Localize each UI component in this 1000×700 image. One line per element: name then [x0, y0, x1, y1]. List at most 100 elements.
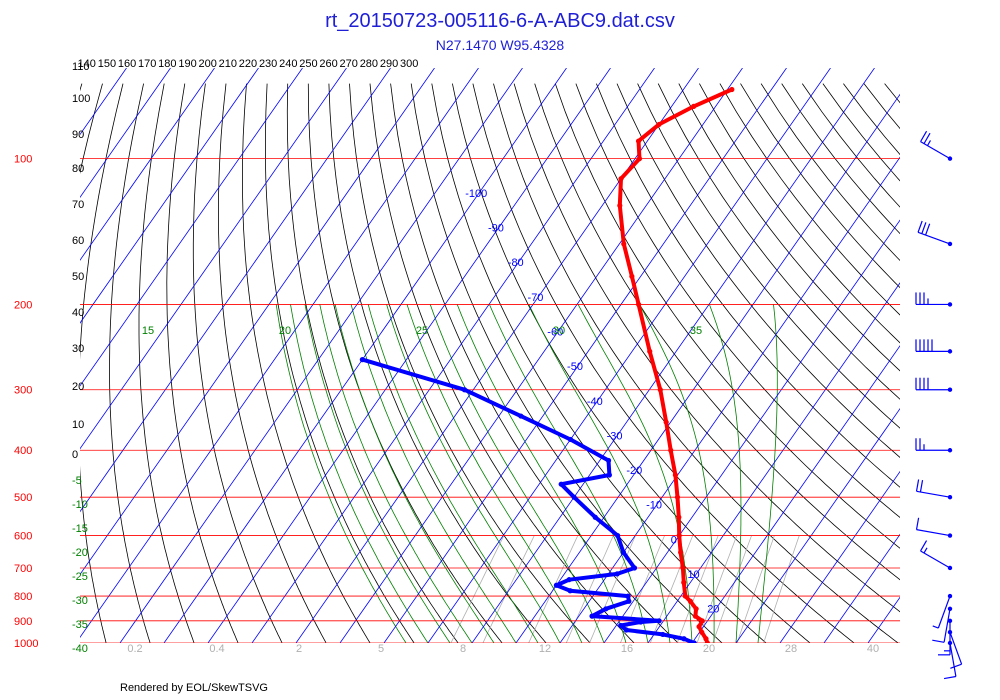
dry-adiabat-line [410, 83, 723, 643]
left-edge-label: 0 [72, 449, 78, 461]
left-edge-label: -15 [72, 523, 88, 535]
isotherm-line [251, 68, 655, 643]
wind-barb [947, 630, 963, 669]
temperature-point [674, 494, 681, 500]
isotherm-label: -70 [528, 292, 544, 304]
dry-adiabat-label: 140 [78, 58, 96, 70]
dry-adiabat-line [616, 83, 900, 458]
dewpoint-point [638, 619, 644, 625]
isotherm-line [515, 93, 900, 643]
temperature-point [629, 273, 635, 279]
isotherm-line [735, 408, 900, 643]
isotherm-line [383, 68, 787, 643]
dry-adiabat-label: 150 [98, 58, 116, 70]
mixing-ratio-label: 0.2 [127, 643, 142, 655]
dewpoint-point [461, 387, 468, 393]
temperature-point [680, 565, 686, 571]
isotherm-label: -10 [646, 500, 662, 512]
dry-adiabat-line [472, 83, 855, 643]
isotherm-line [779, 470, 900, 643]
mixing-ratio-label: 0.4 [209, 643, 224, 655]
dry-adiabat-line [863, 83, 900, 130]
dry-adiabat-line [534, 83, 900, 581]
wind-barb-shaft [943, 608, 951, 643]
temperature-point [693, 606, 699, 612]
dewpoint-point [656, 618, 662, 624]
wind-barb-flag [921, 222, 927, 234]
wind-barb-flag [920, 540, 928, 552]
left-edge-label: 90 [72, 129, 84, 141]
temperature-point [681, 579, 687, 586]
temperature-point [672, 472, 678, 478]
render-credit: Rendered by EOL/SkewTSVG [120, 682, 268, 694]
dry-adiabat-line [884, 83, 900, 104]
isotherm-label: 10 [687, 569, 699, 581]
wind-barb [915, 479, 953, 500]
dry-adiabat-line [265, 83, 415, 643]
wind-barb [915, 339, 953, 354]
temperature-point [657, 387, 663, 393]
isotherm-label: -60 [547, 326, 563, 338]
mixing-ratio-label: 16 [621, 643, 633, 655]
isotherm-label: -100 [465, 188, 487, 200]
isotherm-line [80, 68, 303, 387]
wind-barb-shaft [916, 490, 951, 498]
dry-adiabat-line [109, 83, 151, 643]
isotherm-line [207, 68, 611, 643]
temperature-point [635, 301, 642, 308]
wind-barb-flag [920, 130, 928, 142]
temperature-point [687, 598, 694, 604]
dry-adiabat-label: 240 [279, 58, 297, 70]
wind-barb [932, 606, 953, 643]
dry-adiabat-label: 270 [340, 58, 358, 70]
isotherm-line [163, 68, 567, 643]
dry-adiabat-label: 190 [178, 58, 196, 70]
isotherm-line [867, 596, 900, 643]
wind-barb [920, 540, 953, 571]
isotherm-label: -90 [488, 223, 504, 235]
temperature-point [676, 514, 682, 520]
dewpoint-point [625, 593, 631, 599]
isotherm-line [80, 68, 391, 513]
left-edge-label: -5 [72, 475, 82, 487]
isotherm-line [691, 345, 900, 643]
isotherm-label: 0 [671, 534, 677, 546]
wind-barb-flag [950, 663, 962, 669]
temperature-point [656, 121, 662, 128]
dry-adiabat-line [0, 84, 20, 643]
temperature-point [699, 618, 705, 624]
dewpoint-point [553, 582, 560, 588]
isotherm-line [119, 68, 523, 643]
wind-barb [915, 517, 953, 538]
moist-adiabat-label: 15 [142, 325, 154, 337]
temperature-point [696, 623, 702, 630]
dry-adiabat-label: 260 [319, 58, 337, 70]
left-edge-label: 30 [72, 343, 84, 355]
chart-subtitle: N27.1470 W95.4328 [435, 37, 565, 53]
isotherm-line [559, 156, 900, 643]
mixing-ratio-line [712, 535, 752, 643]
dry-adiabat-label: 290 [380, 58, 398, 70]
plot-area [0, 68, 900, 643]
dewpoint-point [571, 494, 577, 500]
left-edge-label: 40 [72, 307, 84, 319]
dry-adiabat-label: 300 [400, 58, 418, 70]
dry-adiabat-line [513, 83, 900, 613]
isotherm-line [647, 282, 900, 643]
dry-adiabat-line [390, 83, 679, 643]
dry-adiabat-line [843, 83, 900, 156]
left-edge-label: 70 [72, 199, 84, 211]
left-edge-label: -20 [72, 547, 88, 559]
dewpoint-point [605, 457, 612, 464]
pressure-label: 100 [14, 154, 32, 166]
wind-barb [917, 220, 953, 247]
dewpoint-point [620, 549, 627, 555]
wind-barb-flag [932, 639, 945, 643]
dry-adiabat-line [575, 83, 900, 518]
moist-adiabat-line [319, 304, 473, 643]
dry-adiabat-line [637, 83, 900, 429]
moist-adiabat-label: 25 [416, 325, 428, 337]
dry-adiabat-line [0, 84, 41, 643]
isotherm-line [295, 68, 699, 643]
isotherm-line [471, 68, 875, 643]
